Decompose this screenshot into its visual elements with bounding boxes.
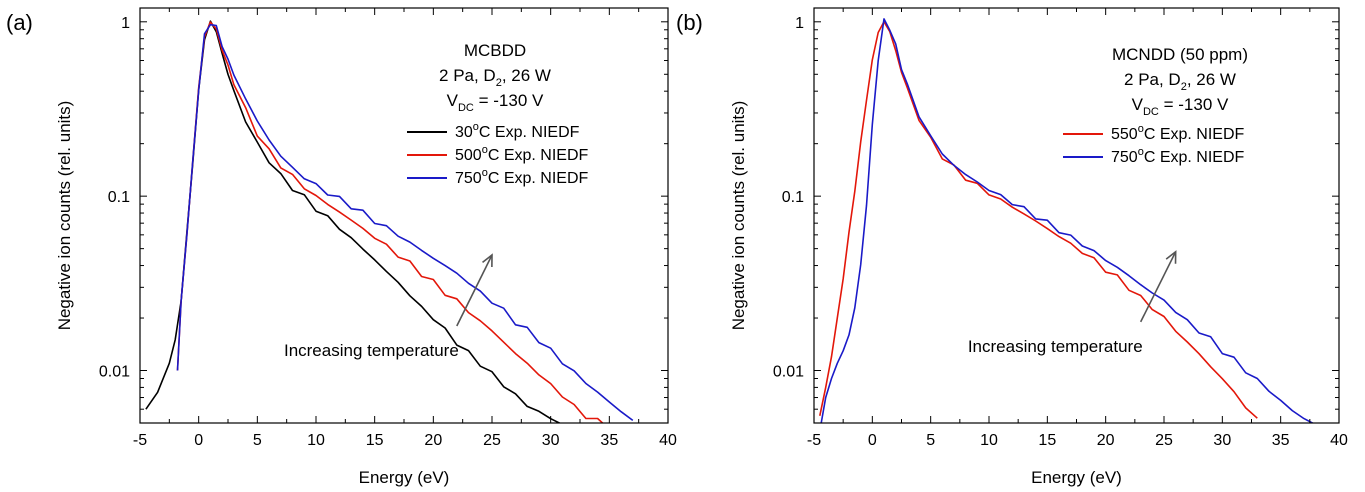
condition-text-1: 2 Pa, D2, 26 W [1124,70,1236,93]
x-tick-label: 10 [307,432,325,449]
legend-entry-750C: 750oC Exp. NIEDF [455,167,589,187]
x-axis-title: Energy (eV) [1031,468,1122,487]
trend-arrow-label: Increasing temperature [284,341,459,360]
trend-arrow-head [1165,250,1177,264]
panel-label: (b) [676,10,703,35]
x-tick-label: 35 [1272,432,1290,449]
series-line-550C [819,21,1258,419]
x-tick-label: 30 [1213,432,1231,449]
trend-arrow-label: Increasing temperature [968,337,1143,356]
x-tick-label: 5 [926,432,935,449]
x-tick-label: -5 [807,432,821,449]
x-tick-label: 30 [542,432,560,449]
trend-arrow-shaft [1139,251,1177,323]
series-line-750C [176,23,634,422]
x-tick-label: 40 [659,432,677,449]
condition-text-2: VDC = -130 V [447,91,544,114]
panel-b: (b) -5 0 5 10 15 20 25 30 35 40 1 0.1 0.01 Energy (eV)… [676,7,1348,487]
y-tick-label: 0.1 [782,189,804,206]
x-tick-label: 0 [868,432,877,449]
x-tick-label: 40 [1330,432,1348,449]
y-axis-title: Negative ion counts (rel. units) [55,101,74,331]
x-tick-label: 20 [424,432,442,449]
legend-entry-550C: 550oC Exp. NIEDF [1111,123,1245,143]
x-tick-label: 0 [194,432,203,449]
y-tick-label: 1 [121,15,130,32]
panel-label: (a) [6,10,33,35]
series-line-500C [176,21,604,423]
x-tick-label: 25 [483,432,501,449]
x-tick-label: 10 [980,432,998,449]
x-tick-label: 5 [253,432,262,449]
trend-arrow-head [482,253,493,267]
y-axis-title: Negative ion counts (rel. units) [729,101,748,331]
condition-text-1: 2 Pa, D2, 26 W [439,66,551,89]
series-line-750C [820,18,1315,423]
condition-text-2: VDC = -130 V [1132,95,1229,118]
legend-entry-30C: 30oC Exp. NIEDF [455,121,580,141]
y-tick-label: 0.01 [99,364,130,381]
y-tick-label: 0.1 [108,189,130,206]
condition-text-0: MCNDD (50 ppm) [1112,45,1248,64]
series-group [145,20,634,423]
x-tick-label: 25 [1155,432,1173,449]
legend-entry-500C: 500oC Exp. NIEDF [455,144,589,164]
panel-a: (a) -5 0 5 10 15 20 25 30 35 40 1 0.1 0.01 Energy (eV)… [6,7,677,487]
x-tick-label: 15 [366,432,384,449]
series-group [819,18,1315,423]
trend-arrow-shaft [456,254,493,327]
condition-text-0: MCBDD [464,41,526,60]
legend-entry-750C: 750oC Exp. NIEDF [1111,146,1245,166]
x-tick-label: 20 [1097,432,1115,449]
x-tick-label: 35 [600,432,618,449]
y-tick-label: 0.01 [773,364,804,381]
x-tick-label: -5 [133,432,147,449]
y-tick-label: 1 [795,15,804,32]
x-axis-title: Energy (eV) [359,468,450,487]
x-tick-label: 15 [1038,432,1056,449]
